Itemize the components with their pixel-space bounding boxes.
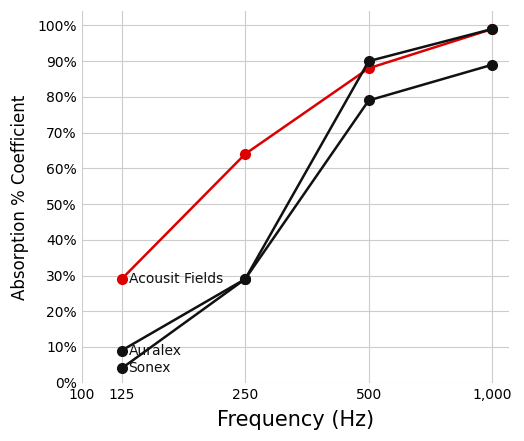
Y-axis label: Absorption % Coefficient: Absorption % Coefficient <box>11 94 29 299</box>
Text: Acousit Fields: Acousit Fields <box>128 272 223 286</box>
Text: Auralex: Auralex <box>128 344 182 358</box>
Text: Sonex: Sonex <box>128 362 171 375</box>
X-axis label: Frequency (Hz): Frequency (Hz) <box>217 410 374 430</box>
